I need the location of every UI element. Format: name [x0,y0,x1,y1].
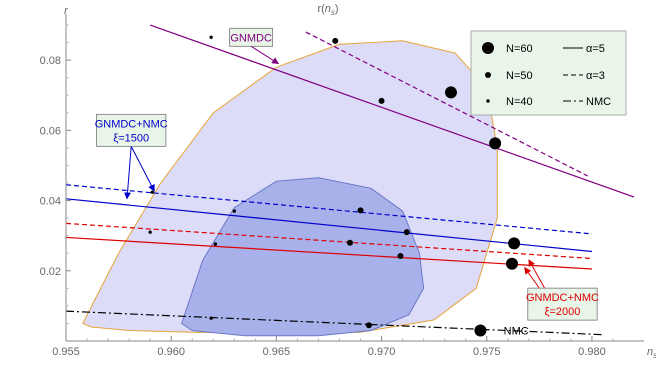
data-point [378,97,385,104]
data-point [209,316,213,320]
data-point [148,230,152,234]
chart-title: r(ns) [317,3,338,17]
x-tick-label: 0.955 [52,346,80,358]
plot-area [66,24,634,337]
series-line-4 [66,236,592,270]
y-tick-label: 0.08 [40,55,61,67]
data-point [213,242,218,246]
annotation-text: GNMDC [230,32,272,44]
data-point [505,257,518,270]
x-tick-label: 0.980 [578,346,606,358]
data-point [397,253,404,260]
annotation-box [527,287,598,321]
series-line-2 [66,198,592,253]
data-point [150,190,154,194]
legend-marker-label: N=50 [506,70,533,82]
legend-line-label: α=5 [586,43,605,55]
legend-marker-label: N=60 [506,43,533,55]
x-tick-label: 0.970 [368,346,396,358]
data-point [489,137,502,150]
y-tick-label: 0.02 [40,266,61,278]
annotation-arrow [250,45,280,65]
data-point [365,322,372,329]
annotation-text: NMC [504,325,529,337]
annotation-text: GNMDC+NMC [526,292,599,304]
annotation-arrow [124,146,132,200]
data-point [403,229,410,236]
x-tick-label: 0.965 [263,346,291,358]
x-axis-label-sub: s [653,351,656,360]
annotation-text: GNMDC+NMC [95,118,168,130]
chart-title-var: n [325,3,331,15]
data-point [357,207,364,214]
data-point [508,237,521,250]
annotation-box [96,113,167,147]
data-point [332,37,339,44]
annotation-text: ξ=2000 [545,306,581,318]
data-point [232,209,236,213]
legend-line-label: NMC [586,96,611,108]
data-point [209,35,213,40]
x-axis-label-var: n [647,346,653,358]
y-tick-label: 0.06 [40,125,61,137]
annotation-arrow [130,146,155,192]
legend-marker [485,72,491,78]
contour-inner [181,177,425,337]
data-point [347,239,353,246]
series-line-6 [66,310,603,336]
legend-marker [486,99,490,103]
legend-line-label: α=3 [586,70,605,82]
legend-marker [482,42,494,54]
chart-title-close: ) [335,3,339,15]
annotation-text: ξ=1500 [113,132,149,144]
series-line-0 [149,24,634,198]
series-line-1 [305,31,588,177]
annotation-box [229,27,274,47]
x-tick-label: 0.975 [473,346,501,358]
data-point [444,86,457,99]
data-point [474,324,487,337]
x-axis-label: ns [647,346,656,360]
legend-marker-label: N=40 [506,96,533,108]
y-tick-label: 0.04 [40,196,61,208]
legend-box [470,30,627,116]
x-tick-label: 0.960 [157,346,185,358]
chart-title-sub: s [331,8,335,17]
y-axis-label: r [64,5,69,17]
